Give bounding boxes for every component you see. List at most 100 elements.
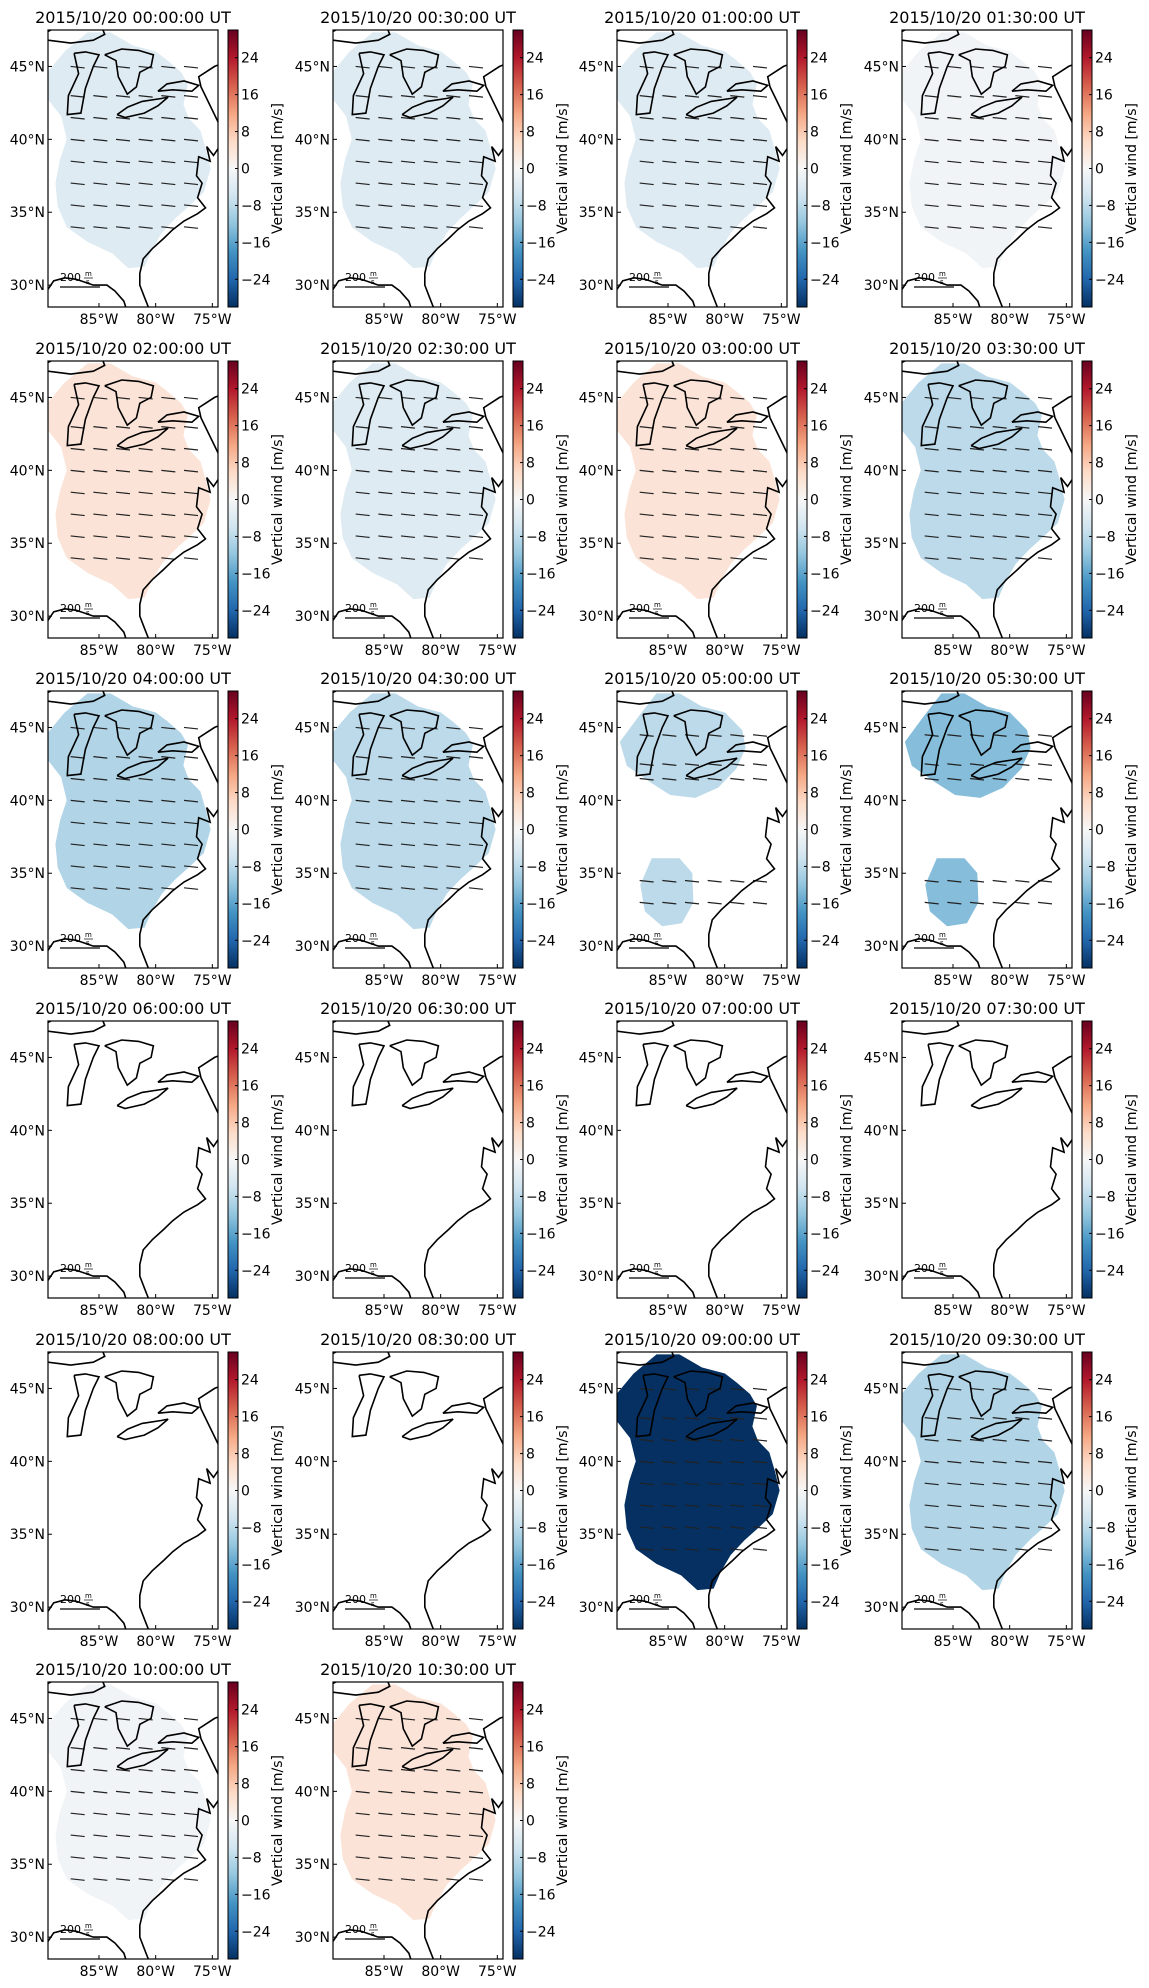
wind-vector [161,116,176,120]
wind-vector [1015,1438,1030,1442]
wind-vector [378,116,393,120]
map-area: 200 ms [48,30,218,307]
wind-vector [378,1747,393,1750]
wind-vector [70,821,85,825]
wind-vector [992,1504,1007,1508]
x-tick-label: 85°W [934,312,973,328]
wind-vector [1015,763,1030,766]
colorbar-label: Vertical wind [m/s] [270,103,286,234]
colorbar-tick-label: −24 [526,1263,556,1279]
coastline [707,1055,787,1298]
wind-vector [992,1482,1007,1486]
wind-vector [947,160,962,164]
lake-outline [351,1703,386,1768]
wind-vector [70,1790,85,1794]
panel-title: 2015/10/20 04:00:00 UT [35,669,231,688]
colorbar-tick-label: −24 [810,272,840,288]
lake-outline [617,691,675,705]
colorbar-tick-label: 0 [526,1153,535,1169]
wind-vector [1015,879,1030,883]
wind-vector [730,1438,745,1442]
wind-vector [639,1526,654,1530]
colorbar-label: Vertical wind [m/s] [1124,764,1140,895]
lake-outline [920,712,955,777]
wind-field-region [333,1684,496,1921]
lake-outline [48,361,106,375]
coastline [992,725,1072,968]
wind-vector [752,396,768,400]
lake-outline [1011,411,1055,424]
wind-vector [1015,95,1030,98]
wind-vector [138,865,153,869]
scale-unit-den: s [940,278,944,286]
wind-vector [115,426,131,429]
wind-vector [684,138,700,142]
lake-outline [442,411,486,424]
wind-vector [115,226,131,229]
wind-vector [70,226,85,229]
wind-vector [161,557,176,560]
wind-vector [684,1482,700,1486]
colorbar-tick-label: −8 [1095,859,1116,875]
wind-vector [1015,426,1030,429]
wind-vector [639,901,654,905]
wind-vector [468,426,484,429]
lake-outline [920,382,955,447]
wind-vector [378,1878,393,1881]
wind-vector [639,879,654,883]
colorbar-tick-label: 24 [1095,1373,1113,1389]
gulf-coastline [617,607,696,638]
colorbar-tick-label: 0 [241,493,250,509]
wind-vector [161,535,176,539]
wind-vector [70,843,85,847]
scale-label: 200 [345,602,366,615]
colorbar-label: Vertical wind [m/s] [270,1094,286,1225]
wind-vector [468,843,484,847]
lake-outline [685,1418,738,1441]
wind-vector [662,1482,677,1486]
colorbar-tick-label: −8 [526,859,547,875]
lake-outline [104,379,155,427]
wind-vector [446,65,461,69]
x-tick-label: 75°W [478,643,517,659]
colorbar-tick-label: −8 [526,1189,547,1205]
x-tick-label: 85°W [934,1303,973,1319]
wind-vector [93,138,108,142]
wind-vector [1015,1387,1030,1391]
y-tick-label: 40°N [10,1454,45,1470]
colorbar-tick-label: 16 [810,749,828,765]
wind-vector [423,491,438,495]
wind-vector [423,1768,438,1772]
wind-vector [468,865,484,869]
map-background [902,1021,1072,1298]
colorbar-label: Vertical wind [m/s] [1124,434,1140,565]
panel-title: 2015/10/20 01:00:00 UT [604,8,800,27]
colorbar-tick-label: −8 [1095,529,1116,545]
colorbar-tick-label: 16 [526,88,544,104]
wind-vector [161,1856,176,1860]
scale-unit-num: m [939,601,946,609]
colorbar-label: Vertical wind [m/s] [839,103,855,234]
scale-label: 200 [345,271,366,284]
wind-field-region [617,32,780,269]
colorbar-label: Vertical wind [m/s] [555,1425,571,1556]
wind-vector [969,396,985,400]
wind-vector [662,1387,677,1391]
colorbar-label: Vertical wind [m/s] [555,764,571,895]
lake-outline [66,382,101,447]
wind-vector [161,182,176,186]
wind-vector [947,116,962,120]
lake-outline [970,427,1023,450]
colorbar-label: Vertical wind [m/s] [270,764,286,895]
scale-unit-num: m [939,1261,946,1269]
coastline [139,1716,218,1959]
map-frame [901,1351,1073,1630]
wind-vector [93,226,108,229]
wind-vector [400,777,416,781]
coastline [707,64,787,307]
colorbar-tick-label: 0 [810,823,819,839]
map-frame [616,360,788,639]
colorbar-tick-label: 8 [810,786,819,802]
y-tick-label: 35°N [295,1527,330,1543]
wind-vector [355,513,370,517]
